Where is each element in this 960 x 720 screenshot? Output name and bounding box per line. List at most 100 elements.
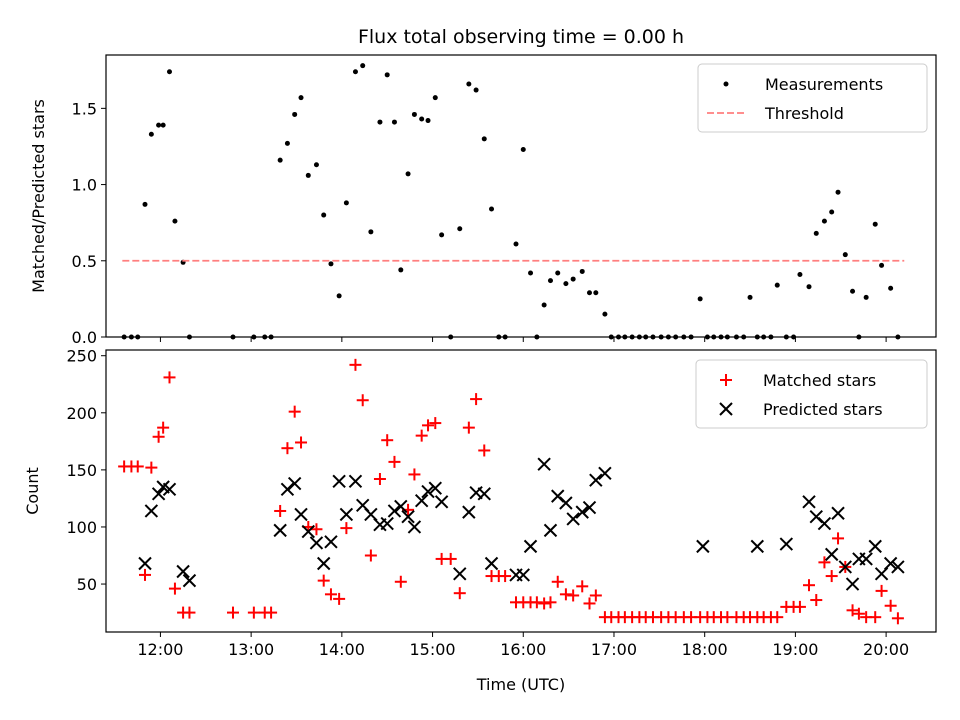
count-plot-y-tick-label: 50 bbox=[77, 575, 97, 594]
matched-star-point bbox=[444, 552, 457, 565]
measurement-point bbox=[806, 284, 812, 290]
predicted-star-point bbox=[859, 552, 873, 566]
measurement-point bbox=[284, 140, 290, 146]
count-plot-x-tick-label: 13:00 bbox=[228, 640, 274, 659]
measurement-point bbox=[872, 221, 878, 227]
matched-star-point bbox=[340, 522, 353, 535]
matched-star-point bbox=[364, 549, 377, 562]
predicted-star-stroke bbox=[537, 457, 551, 471]
measurement-point bbox=[520, 147, 526, 153]
predicted-star-stroke bbox=[824, 547, 839, 562]
measurement-point bbox=[879, 262, 885, 268]
predicted-star-stroke bbox=[287, 476, 302, 491]
measurement-point bbox=[555, 270, 561, 276]
ratio-plot-frame bbox=[105, 54, 937, 338]
matched-star-point bbox=[583, 597, 596, 610]
matched-star-point bbox=[163, 371, 176, 384]
predicted-star-point bbox=[421, 484, 435, 499]
predicted-star-stroke bbox=[859, 552, 873, 566]
matched-star-point bbox=[145, 461, 158, 474]
predicted-star-stroke bbox=[551, 489, 565, 503]
matched-star-point bbox=[226, 606, 239, 619]
matched-star-point bbox=[394, 575, 407, 588]
predicted-star-stroke bbox=[273, 523, 287, 538]
measurement-point bbox=[298, 95, 304, 101]
ratio-plot-y-tick-label: 0.5 bbox=[72, 252, 97, 271]
matched-star-point bbox=[356, 394, 369, 407]
measurement-point bbox=[384, 72, 390, 78]
matched-star-point bbox=[324, 588, 337, 601]
measurement-point bbox=[457, 226, 463, 232]
ratio-plot-y-axis-label: Matched/Predicted stars bbox=[29, 99, 48, 293]
predicted-star-stroke bbox=[414, 493, 429, 508]
predicted-star-stroke bbox=[559, 496, 573, 510]
predicted-star-point bbox=[883, 556, 898, 571]
predicted-star-stroke bbox=[582, 500, 597, 515]
predicted-star-point bbox=[462, 505, 476, 519]
predicted-star-point bbox=[144, 504, 159, 518]
matched-star-point bbox=[832, 532, 845, 545]
predicted-star-stroke bbox=[421, 484, 435, 499]
predicted-star-point bbox=[537, 457, 551, 471]
predicted-star-point bbox=[516, 568, 530, 582]
matched-star-point bbox=[825, 570, 838, 583]
measurement-point bbox=[602, 311, 608, 317]
ratio-plot-y-ticks: 0.0 0.5 1.0 1.5 bbox=[72, 99, 106, 347]
matched-star-point bbox=[422, 419, 435, 432]
predicted-star-stroke bbox=[182, 573, 197, 588]
predicted-star-point bbox=[566, 512, 580, 526]
matched-star-point bbox=[408, 468, 421, 481]
measurement-point bbox=[328, 261, 334, 267]
predicted-star-stroke bbox=[138, 556, 152, 571]
legend-threshold-label: Threshold bbox=[764, 104, 844, 123]
measurement-point bbox=[352, 69, 358, 75]
predicted-star-stroke bbox=[566, 512, 580, 526]
count-plot-frame bbox=[105, 349, 937, 633]
count-plot-panel: 12:00 13:00 14:00 15:00 16:00 17:00 18:00 19:00… bbox=[23, 347, 937, 694]
predicted-star-point bbox=[151, 487, 166, 501]
ratio-plot-x-ticks bbox=[159, 337, 887, 342]
matched-star-point bbox=[388, 455, 401, 468]
predicted-star-point bbox=[309, 536, 324, 550]
predicted-star-point bbox=[802, 495, 816, 509]
predicted-star-stroke bbox=[809, 509, 823, 524]
measurement-point bbox=[541, 302, 547, 308]
predicted-star-stroke bbox=[779, 537, 794, 551]
predicted-star-stroke bbox=[156, 480, 170, 494]
measurement-point bbox=[547, 278, 553, 284]
predicted-star-stroke bbox=[151, 487, 166, 501]
predicted-star-point bbox=[831, 506, 845, 520]
measurement-point bbox=[360, 63, 366, 69]
ratio-plot-y-tick-label: 1.5 bbox=[72, 99, 97, 118]
measurement-point bbox=[148, 131, 154, 137]
predicted-star-point bbox=[401, 509, 415, 524]
matched-star-point bbox=[288, 405, 301, 418]
measurement-point bbox=[391, 119, 397, 125]
matched-star-point bbox=[875, 584, 888, 597]
predicted-star-point bbox=[339, 507, 354, 522]
measurement-point bbox=[747, 294, 753, 300]
measurement-point bbox=[481, 136, 487, 142]
measurement-point bbox=[305, 172, 311, 178]
matched-star-point bbox=[317, 574, 330, 587]
count-plot-legend: Matched stars Predicted stars bbox=[695, 359, 928, 429]
predicted-star-point bbox=[176, 564, 190, 579]
predicted-star-stroke bbox=[294, 507, 308, 522]
predicted-star-stroke bbox=[891, 560, 905, 574]
predicted-star-stroke bbox=[176, 564, 190, 579]
predicted-star-stroke bbox=[301, 524, 315, 539]
predicted-star-stroke bbox=[817, 516, 832, 531]
predicted-star-point bbox=[162, 482, 177, 496]
predicted-star-point bbox=[407, 520, 422, 534]
matched-star-point bbox=[274, 504, 287, 517]
count-plot-x-tick-label: 12:00 bbox=[137, 640, 183, 659]
matched-star-point bbox=[183, 606, 196, 619]
predicted-star-stroke bbox=[428, 481, 442, 495]
matched-star-point bbox=[381, 434, 394, 447]
matched-star-point bbox=[333, 592, 346, 605]
ratio-plot-marks bbox=[121, 63, 905, 340]
count-plot-y-axis-label: Count bbox=[23, 467, 42, 515]
matched-star-point bbox=[373, 473, 386, 486]
matched-star-point bbox=[281, 442, 294, 455]
